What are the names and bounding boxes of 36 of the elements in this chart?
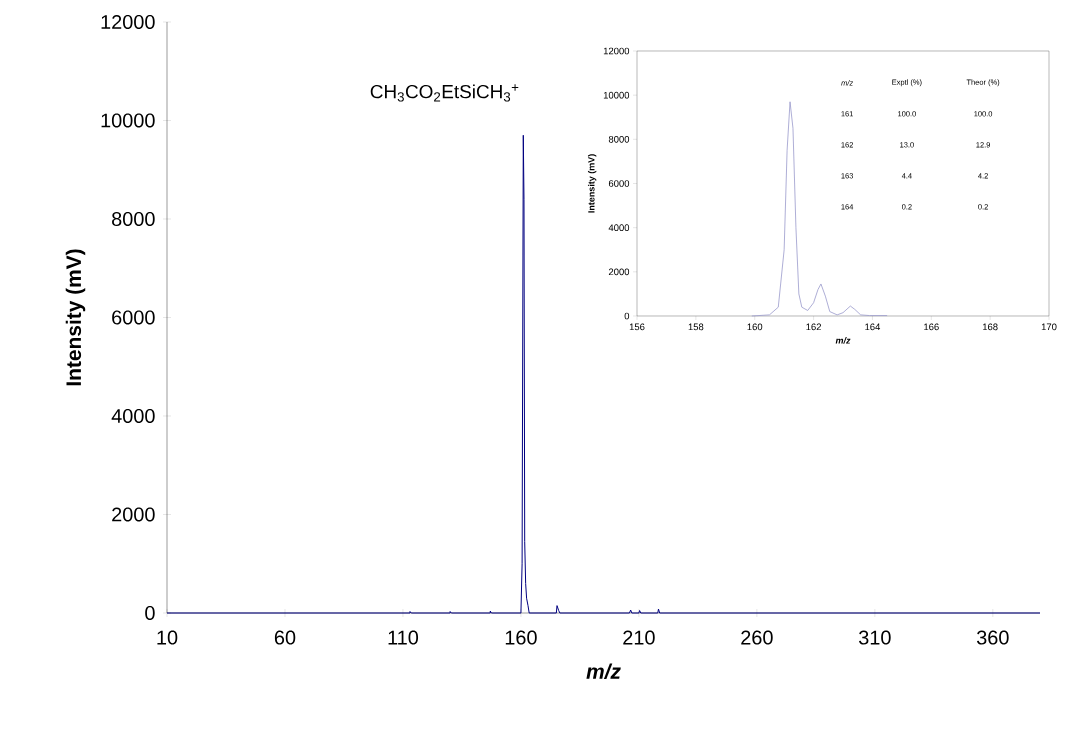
x-axis-title: m/z [586, 663, 621, 680]
y-tick-label: 2000 [112, 507, 155, 522]
x-tick-label: 156 [629, 323, 645, 331]
x-tick-label: 60 [274, 630, 296, 645]
x-tick-label: 168 [982, 323, 998, 331]
x-tick-label: 160 [505, 630, 537, 645]
y-tick-label: 8000 [112, 211, 155, 227]
y-tick-label: 12000 [603, 47, 630, 55]
x-tick-label: 166 [924, 323, 939, 331]
x-tick-label: 10 [157, 630, 178, 645]
x-tick-label: 360 [976, 630, 1009, 645]
x-tick-label: 110 [388, 630, 419, 645]
y-tick-label: 4000 [608, 224, 630, 232]
y-tick-label: 12000 [101, 14, 155, 30]
y-tick-label: 0 [624, 312, 630, 320]
x-tick-label: 170 [1041, 323, 1057, 331]
x-tick-label: 164 [865, 323, 881, 331]
y-tick-label: 6000 [112, 310, 155, 325]
y-tick-label: 8000 [608, 135, 630, 143]
x-tick-label: 162 [806, 323, 822, 331]
line-series [751, 101, 888, 317]
x-tick-label: 260 [741, 630, 773, 645]
y-tick-label: 10000 [603, 91, 630, 99]
y-tick-label: 10000 [101, 113, 155, 128]
x-tick-label: 210 [623, 630, 655, 645]
y-tick-label: 4000 [111, 408, 155, 424]
y-axis-title: Intensity (mV) [587, 154, 597, 213]
annotation: CH$_{3}$CO$_{2}$EtSiCH$_{3}$+ [370, 84, 519, 102]
x-axis-title: m/z [835, 337, 851, 344]
x-tick-label: 158 [688, 323, 704, 331]
x-tick-label: 310 [858, 630, 891, 645]
y-tick-label: 2000 [608, 268, 630, 276]
y-tick-label: 6000 [608, 180, 630, 187]
y-axis-title: Intensity (mV) [65, 249, 86, 386]
x-tick-label: 160 [747, 323, 763, 331]
y-tick-label: 0 [145, 605, 155, 621]
